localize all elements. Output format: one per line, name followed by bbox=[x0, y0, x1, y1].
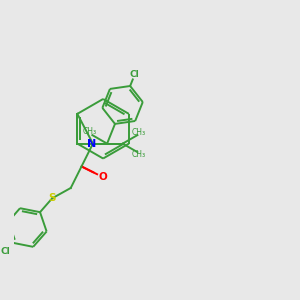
Text: CH₃: CH₃ bbox=[132, 151, 146, 160]
Text: CH₃: CH₃ bbox=[82, 127, 97, 136]
Text: Cl: Cl bbox=[1, 247, 10, 256]
Text: CH₃: CH₃ bbox=[132, 128, 146, 137]
Text: O: O bbox=[98, 172, 107, 182]
Text: S: S bbox=[48, 193, 56, 203]
Text: Cl: Cl bbox=[130, 70, 140, 80]
Text: N: N bbox=[87, 139, 96, 148]
